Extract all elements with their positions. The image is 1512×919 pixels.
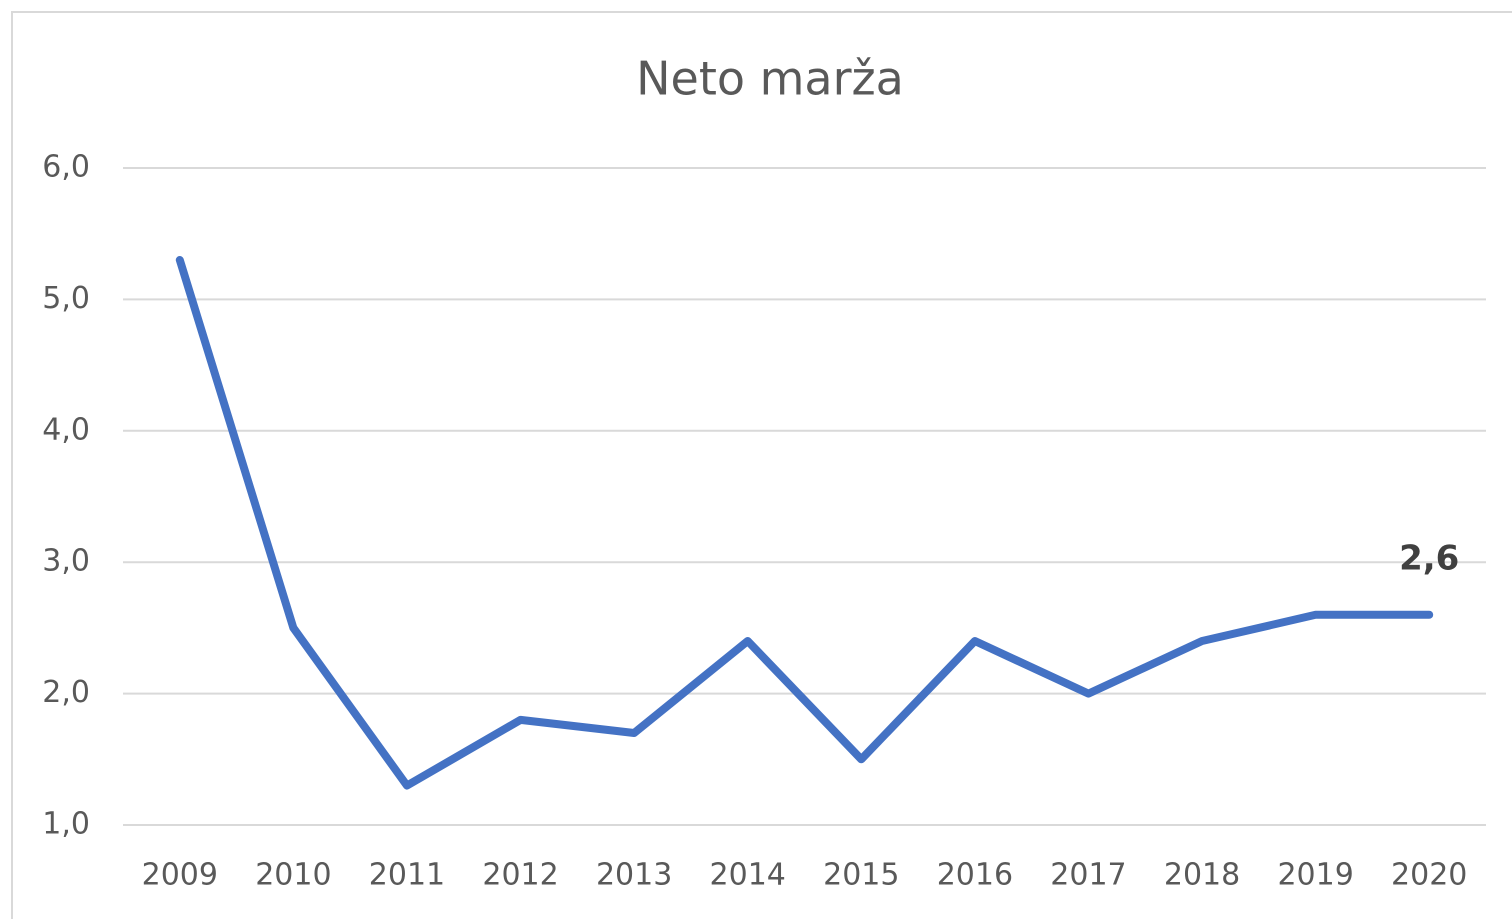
x-tick-label: 2020: [1391, 858, 1467, 893]
y-tick-label: 3,0: [42, 544, 90, 579]
x-tick-label: 2015: [823, 858, 899, 893]
x-tick-label: 2012: [482, 858, 558, 893]
chart-frame: [11, 11, 1512, 919]
x-tick-label: 2016: [937, 858, 1013, 893]
line: [175, 255, 1434, 790]
y-tick-label: 1,0: [42, 807, 90, 842]
y-tick-label: 2,0: [42, 675, 90, 710]
x-tick-label: 2014: [710, 858, 786, 893]
y-tick-label: 6,0: [42, 150, 90, 185]
x-tick-label: 2013: [596, 858, 672, 893]
data-label: 2,6: [1399, 538, 1459, 578]
x-tick-label: 2010: [255, 858, 331, 893]
x-tick-label: 2017: [1050, 858, 1126, 893]
chart-title: Neto marža: [636, 52, 904, 106]
y-tick-label: 4,0: [42, 412, 90, 447]
x-tick-label: 2011: [369, 858, 445, 893]
x-tick-label: 2018: [1164, 858, 1240, 893]
y-tick-label: 5,0: [42, 281, 90, 316]
x-tick-label: 2009: [142, 858, 218, 893]
x-tick-label: 2019: [1277, 858, 1353, 893]
